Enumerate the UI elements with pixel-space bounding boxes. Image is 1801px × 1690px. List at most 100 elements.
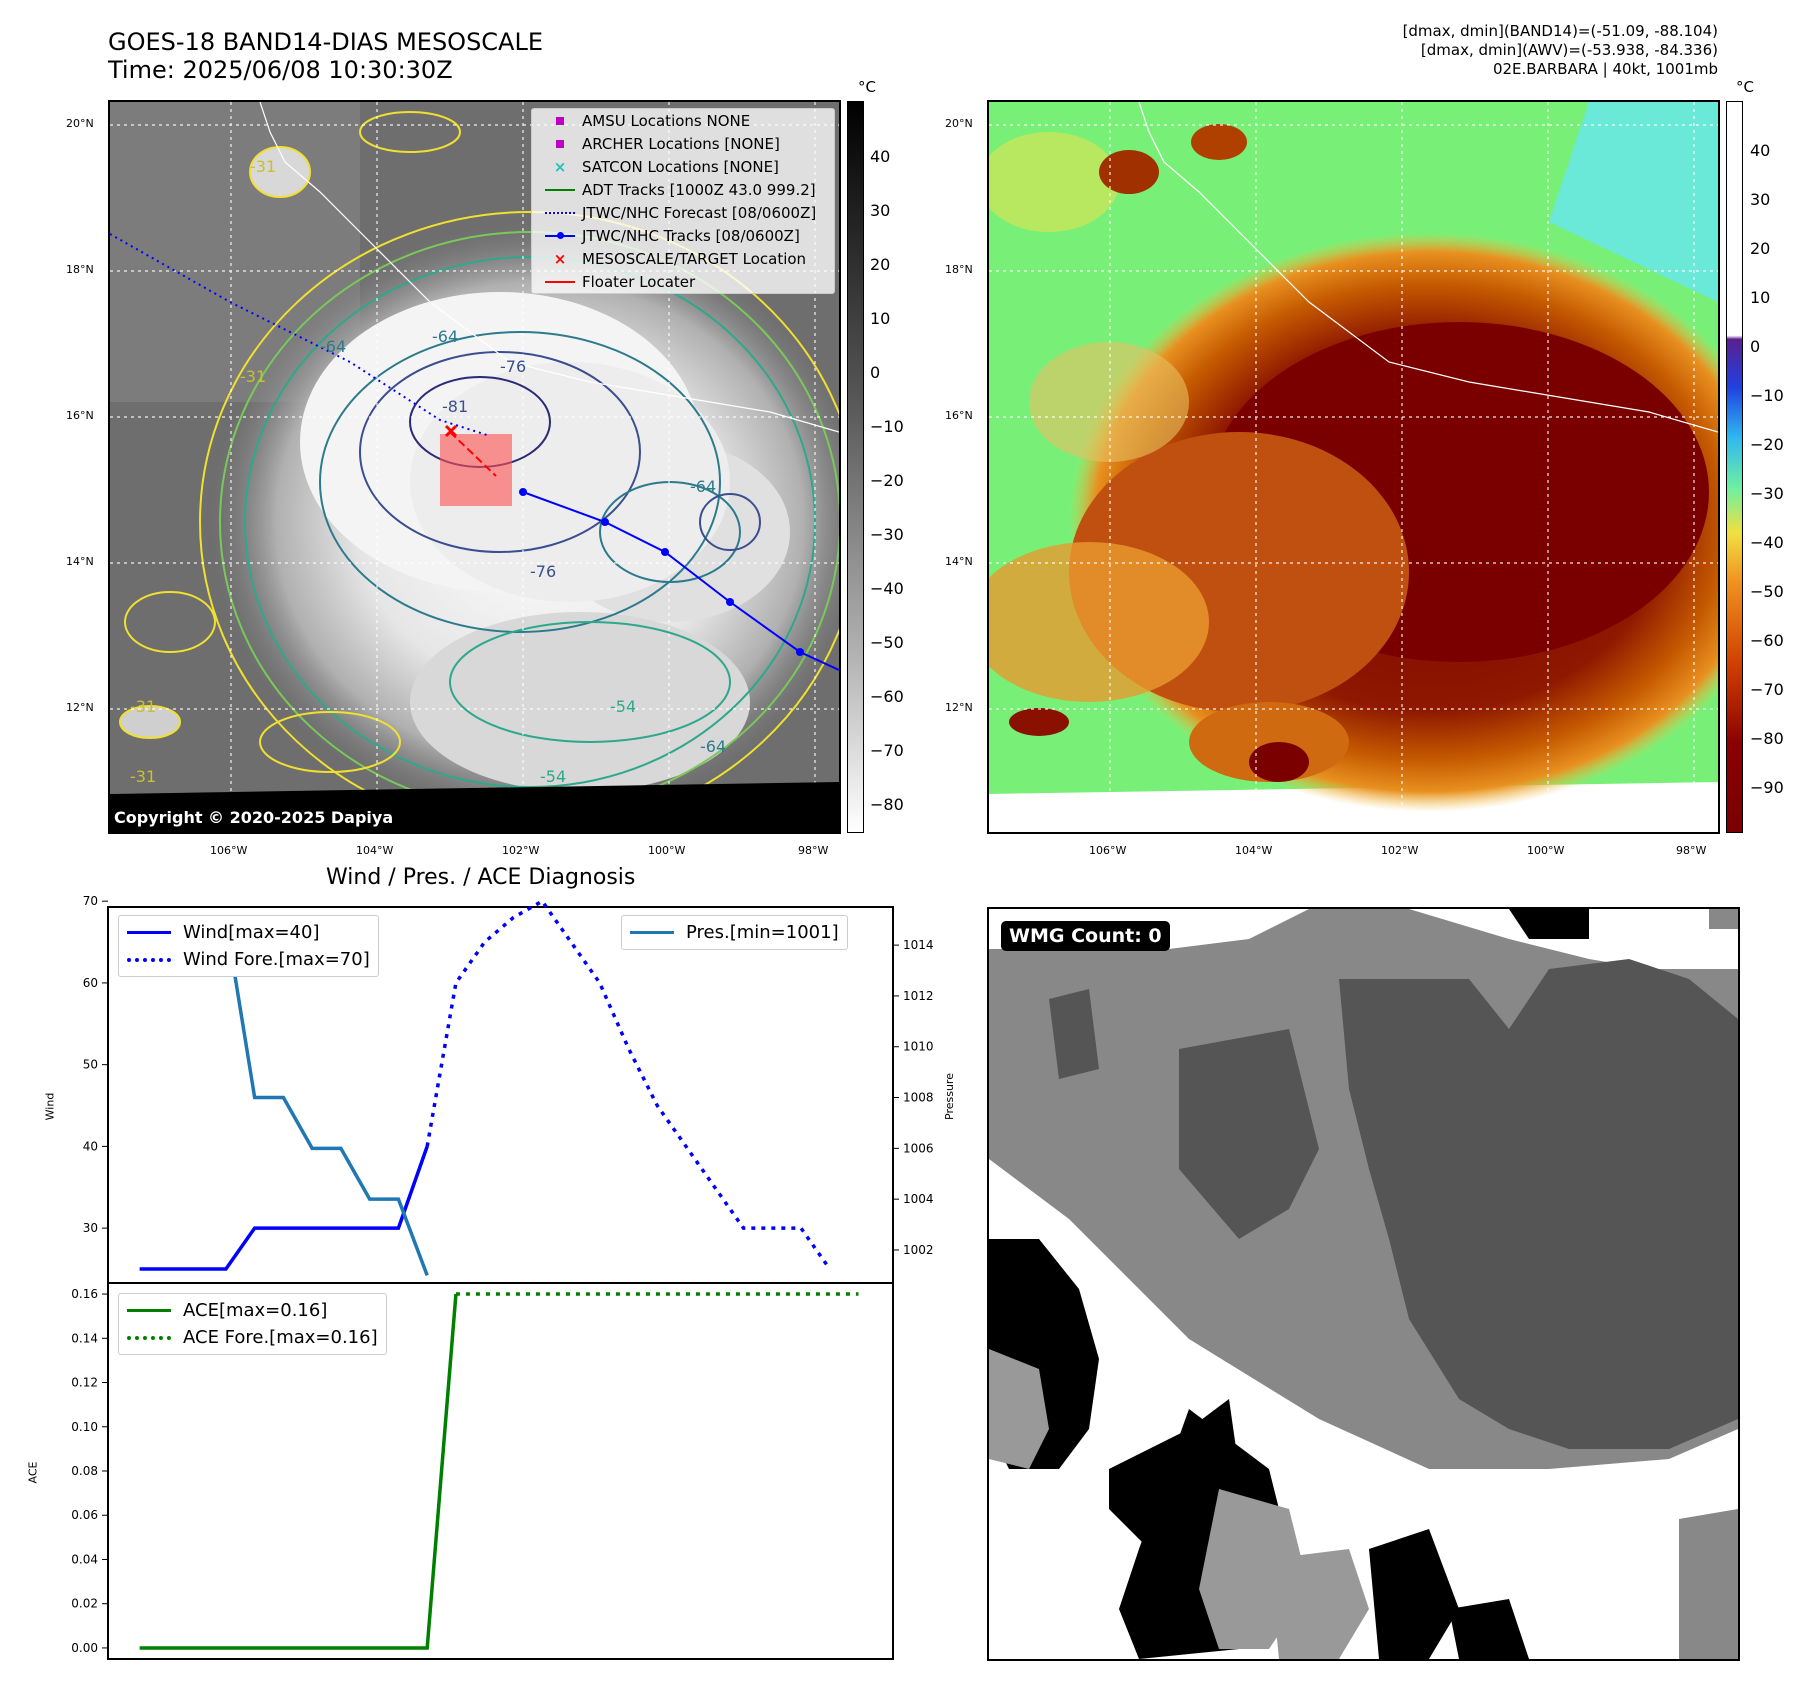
wmg-panel: WMG Count: 0 xyxy=(987,907,1740,1661)
contour-label: -64 xyxy=(320,337,346,356)
legend-label: ADT Tracks [1000Z 43.0 999.2] xyxy=(582,180,816,199)
colorbar-tick: 0 xyxy=(1750,337,1761,356)
lat-label: 20°N xyxy=(945,117,973,130)
colorbar-tick: 30 xyxy=(1750,190,1771,209)
green-solid-line-icon xyxy=(127,1309,171,1312)
colorbar-tick: −70 xyxy=(870,741,904,760)
ace-tick-labels: 0.16 0.14 0.12 0.10 0.08 0.06 0.04 0.02 0.00 xyxy=(71,1287,108,1655)
blue-solid-line-icon xyxy=(630,931,674,934)
lon-label: 98°W xyxy=(1676,844,1707,857)
colorbar-tick: 10 xyxy=(870,309,891,328)
colorbar-tick: 20 xyxy=(1750,239,1771,258)
wind-tick-label: 60 xyxy=(83,976,98,990)
colorbar-tick: −50 xyxy=(870,633,904,652)
contour-label: -31 xyxy=(130,767,156,786)
contour-label: -76 xyxy=(530,562,556,581)
wmg-count-badge: WMG Count: 0 xyxy=(1001,921,1170,951)
colorbar-tick: −60 xyxy=(1750,631,1784,650)
legend-item-ace-fore: ACE Fore.[max=0.16] xyxy=(127,1324,378,1351)
lat-label: 16°N xyxy=(945,409,973,422)
map-legend: AMSU Locations NONE ARCHER Locations [NO… xyxy=(531,108,835,294)
lat-label: 12°N xyxy=(945,701,973,714)
blue-dotted-line-icon xyxy=(538,211,582,214)
colorbar-tick: 10 xyxy=(1750,288,1771,307)
pressure-tick-label: 1006 xyxy=(903,1141,934,1155)
wind-tick-labels: 70 60 50 40 30 xyxy=(83,895,108,1235)
colorbar-tick: 0 xyxy=(870,363,881,382)
floater-box xyxy=(440,434,512,506)
legend-item-floater: Floater Locater xyxy=(532,270,834,293)
lon-label: 104°W xyxy=(356,844,394,857)
wind-legend: Wind[max=40] Wind Fore.[max=70] xyxy=(118,915,379,977)
magenta-square-icon xyxy=(538,116,582,125)
colorbar-tick: −20 xyxy=(870,471,904,490)
legend-label: Wind Fore.[max=70] xyxy=(183,949,370,970)
awv-colorbar xyxy=(1726,101,1743,833)
colorbar-tick: −30 xyxy=(1750,484,1784,503)
wind-tick-label: 50 xyxy=(83,1058,98,1072)
pressure-tick-label: 1004 xyxy=(903,1192,934,1206)
wind-forecast-series-line xyxy=(425,898,832,1271)
ace-tick-label: 0.12 xyxy=(71,1376,98,1390)
legend-label: JTWC/NHC Forecast [08/0600Z] xyxy=(582,203,817,222)
ir-contour-map: -81 -76 -64 -64 -54 -31 -31 -31 -31 -76 … xyxy=(108,100,841,834)
pressure-tick-label: 1010 xyxy=(903,1040,934,1054)
red-x-icon: × xyxy=(553,249,567,268)
colorbar-tick: −90 xyxy=(1750,778,1784,797)
wind-tick-label: 70 xyxy=(83,895,98,908)
legend-label: SATCON Locations [NONE] xyxy=(582,157,779,176)
blue-line-dot-icon xyxy=(538,231,582,239)
colorbar-tick: 20 xyxy=(870,255,891,274)
colorbar-tick: −10 xyxy=(870,417,904,436)
colorbar-tick: 40 xyxy=(1750,141,1771,160)
legend-item-satcon: × SATCON Locations [NONE] xyxy=(532,155,834,178)
ace-tick-label: 0.00 xyxy=(71,1641,98,1655)
title-line-2: Time: 2025/06/08 10:30:30Z xyxy=(108,56,453,84)
legend-label: JTWC/NHC Tracks [08/0600Z] xyxy=(582,226,800,245)
legend-item-ace: ACE[max=0.16] xyxy=(127,1297,378,1324)
cyan-x-icon: × xyxy=(553,157,567,176)
map-title: GOES-18 BAND14-DIAS MESOSCALE Time: 2025… xyxy=(108,28,543,84)
lon-label: 100°W xyxy=(648,844,686,857)
colorbar-tick: 30 xyxy=(870,201,891,220)
lat-label: 16°N xyxy=(66,409,94,422)
lat-label: 14°N xyxy=(945,555,973,568)
wind-tick-label: 30 xyxy=(83,1221,98,1235)
contour-label: -64 xyxy=(432,327,458,346)
legend-item-jtwc-tracks: JTWC/NHC Tracks [08/0600Z] xyxy=(532,224,834,247)
ace-tick-label: 0.02 xyxy=(71,1597,98,1611)
contour-label: -54 xyxy=(540,767,566,786)
ace-tick-label: 0.16 xyxy=(71,1287,98,1301)
colorbar-tick: −40 xyxy=(870,579,904,598)
lat-label: 20°N xyxy=(66,117,94,130)
ace-legend: ACE[max=0.16] ACE Fore.[max=0.16] xyxy=(118,1293,387,1355)
wind-tick-label: 40 xyxy=(83,1139,98,1153)
colorbar-tick: −70 xyxy=(1750,680,1784,699)
ace-tick-label: 0.10 xyxy=(71,1420,98,1434)
legend-label: Pres.[min=1001] xyxy=(686,922,839,943)
legend-label: Floater Locater xyxy=(582,272,696,291)
wmg-canvas xyxy=(989,909,1738,1659)
stats-info: [dmax, dmin](BAND14)=(-51.09, -88.104) [… xyxy=(1403,22,1718,79)
colorbar-tick: −40 xyxy=(1750,533,1784,552)
legend-label: Wind[max=40] xyxy=(183,922,320,943)
awv-heat-map xyxy=(987,100,1720,834)
contour-label: -31 xyxy=(130,697,156,716)
lon-label: 102°W xyxy=(502,844,540,857)
blue-solid-line-icon xyxy=(127,931,171,934)
contour-label: -76 xyxy=(500,357,526,376)
ace-tick-label: 0.04 xyxy=(71,1552,98,1566)
legend-label: MESOSCALE/TARGET Location xyxy=(582,249,807,268)
legend-item-pressure: Pres.[min=1001] xyxy=(630,919,839,946)
ace-series-layer xyxy=(139,1292,859,1650)
colorbar-tick: −80 xyxy=(1750,729,1784,748)
legend-label: AMSU Locations NONE xyxy=(582,111,751,130)
colorbar-tick: −60 xyxy=(870,687,904,706)
pressure-axis-label: Pressure xyxy=(942,1073,956,1120)
legend-label: ACE Fore.[max=0.16] xyxy=(183,1327,378,1348)
legend-item-mesoscale: × MESOSCALE/TARGET Location xyxy=(532,247,834,270)
lon-label: 104°W xyxy=(1235,844,1273,857)
contour-label: -81 xyxy=(442,397,468,416)
contour-label: -64 xyxy=(700,737,726,756)
ace-tick-label: 0.06 xyxy=(71,1508,98,1522)
